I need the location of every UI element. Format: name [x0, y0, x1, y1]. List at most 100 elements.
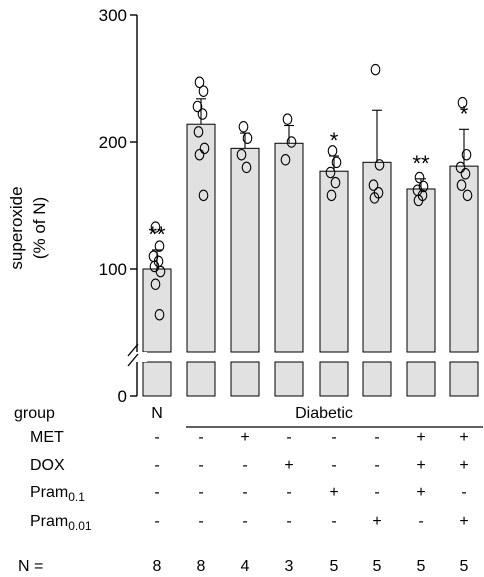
- treatment-cell: +: [459, 513, 468, 530]
- treatment-cell: -: [154, 484, 159, 501]
- data-point: [242, 132, 253, 144]
- n-value: 5: [460, 558, 469, 575]
- data-point: [461, 148, 472, 161]
- y-axis: 0 100 200 300: [99, 6, 147, 406]
- data-point: [197, 108, 208, 120]
- treatment-cell: +: [459, 457, 468, 474]
- axis-break-mark: [127, 353, 139, 367]
- data-point: [286, 136, 297, 148]
- treatment-cell: +: [416, 429, 425, 446]
- data-point: [330, 176, 341, 189]
- treatment-cell: -: [374, 457, 379, 474]
- bar: [274, 142, 304, 353]
- data-point: [192, 100, 203, 113]
- axis-break-mark: [127, 343, 139, 357]
- data-point: [460, 168, 471, 180]
- data-point: [368, 179, 379, 191]
- bar-base: [186, 361, 216, 397]
- bar: [449, 165, 479, 353]
- treatment-row-label: MET: [30, 429, 64, 446]
- treatment-cell: -: [286, 429, 291, 446]
- bar: [186, 123, 216, 353]
- data-point: [374, 159, 385, 171]
- treatment-cell: -: [418, 513, 423, 530]
- data-point: [194, 148, 205, 161]
- group-n-label: N: [151, 405, 163, 422]
- y-axis-title-line1: superoxide: [7, 186, 26, 269]
- treatment-cell: +: [459, 429, 468, 446]
- significance-mark: **: [148, 222, 166, 247]
- treatment-cell: -: [286, 484, 291, 501]
- data-point: [325, 166, 336, 179]
- bar-base: [319, 361, 349, 397]
- treatment-table: group N Diabetic MET - - + - - - + + DOX - - - + - - + + Pram…: [14, 405, 483, 575]
- data-point: [198, 85, 209, 97]
- data-point: [369, 192, 380, 204]
- n-value: 5: [330, 558, 339, 575]
- significance-mark: *: [460, 101, 469, 126]
- treatment-cell: -: [374, 429, 379, 446]
- data-point: [413, 194, 424, 207]
- data-point: [150, 278, 161, 290]
- treatment-row-label: Pram0.1: [30, 484, 85, 504]
- treatment-cell: +: [416, 457, 425, 474]
- bar: [230, 147, 260, 353]
- treatment-cell: -: [242, 484, 247, 501]
- data-point: [326, 189, 337, 202]
- treatment-cell: -: [198, 513, 203, 530]
- data-point: [236, 148, 247, 161]
- y-tick-label: 0: [118, 387, 127, 406]
- data-point: [456, 179, 467, 191]
- bar-base: [362, 361, 392, 397]
- data-point: [154, 240, 165, 252]
- data-point: [455, 161, 466, 174]
- data-point: [150, 221, 161, 233]
- treatment-cell: +: [284, 457, 293, 474]
- treatment-cell: +: [416, 484, 425, 501]
- n-value: 8: [197, 558, 206, 575]
- n-value: 5: [417, 558, 426, 575]
- bar-base: [142, 361, 172, 397]
- treatment-cell: +: [240, 429, 249, 446]
- bar-base: [406, 361, 436, 397]
- bar-base: [230, 361, 260, 397]
- data-point: [194, 76, 205, 89]
- treatment-cell: -: [331, 429, 336, 446]
- treatment-cell: -: [461, 484, 466, 501]
- data-point: [155, 265, 166, 278]
- axis-break-gap: [127, 352, 147, 362]
- treatment-cell: +: [329, 484, 338, 501]
- treatment-cell: -: [154, 513, 159, 530]
- significance-mark: *: [330, 128, 339, 153]
- treatment-cell: -: [198, 484, 203, 501]
- bar: [319, 170, 349, 353]
- data-point: [238, 121, 249, 133]
- treatment-row-label: DOX: [30, 457, 65, 474]
- treatment-row-label: Pram0.01: [30, 513, 92, 533]
- treatment-cell: -: [154, 429, 159, 446]
- treatment-cell: -: [331, 513, 336, 530]
- data-point: [418, 180, 429, 193]
- bars-layer: [142, 63, 479, 397]
- data-point: [154, 308, 165, 321]
- data-point: [414, 171, 425, 184]
- y-tick-label: 200: [99, 133, 127, 152]
- data-point: [193, 126, 204, 138]
- data-point: [462, 189, 473, 202]
- y-tick-label: 100: [99, 260, 127, 279]
- bar-base: [449, 361, 479, 397]
- treatment-cell: -: [374, 484, 379, 501]
- group-diabetic-label: Diabetic: [295, 405, 353, 422]
- treatment-cell: -: [242, 513, 247, 530]
- data-point: [327, 145, 338, 157]
- n-value: 8: [153, 558, 162, 575]
- bar: [362, 161, 392, 353]
- n-value: 3: [285, 558, 294, 575]
- data-point: [241, 161, 252, 174]
- data-point: [199, 142, 210, 155]
- bar: [406, 188, 436, 353]
- treatment-cell: +: [372, 513, 381, 530]
- treatment-cell: -: [242, 457, 247, 474]
- data-point: [280, 154, 291, 166]
- data-point: [457, 96, 468, 109]
